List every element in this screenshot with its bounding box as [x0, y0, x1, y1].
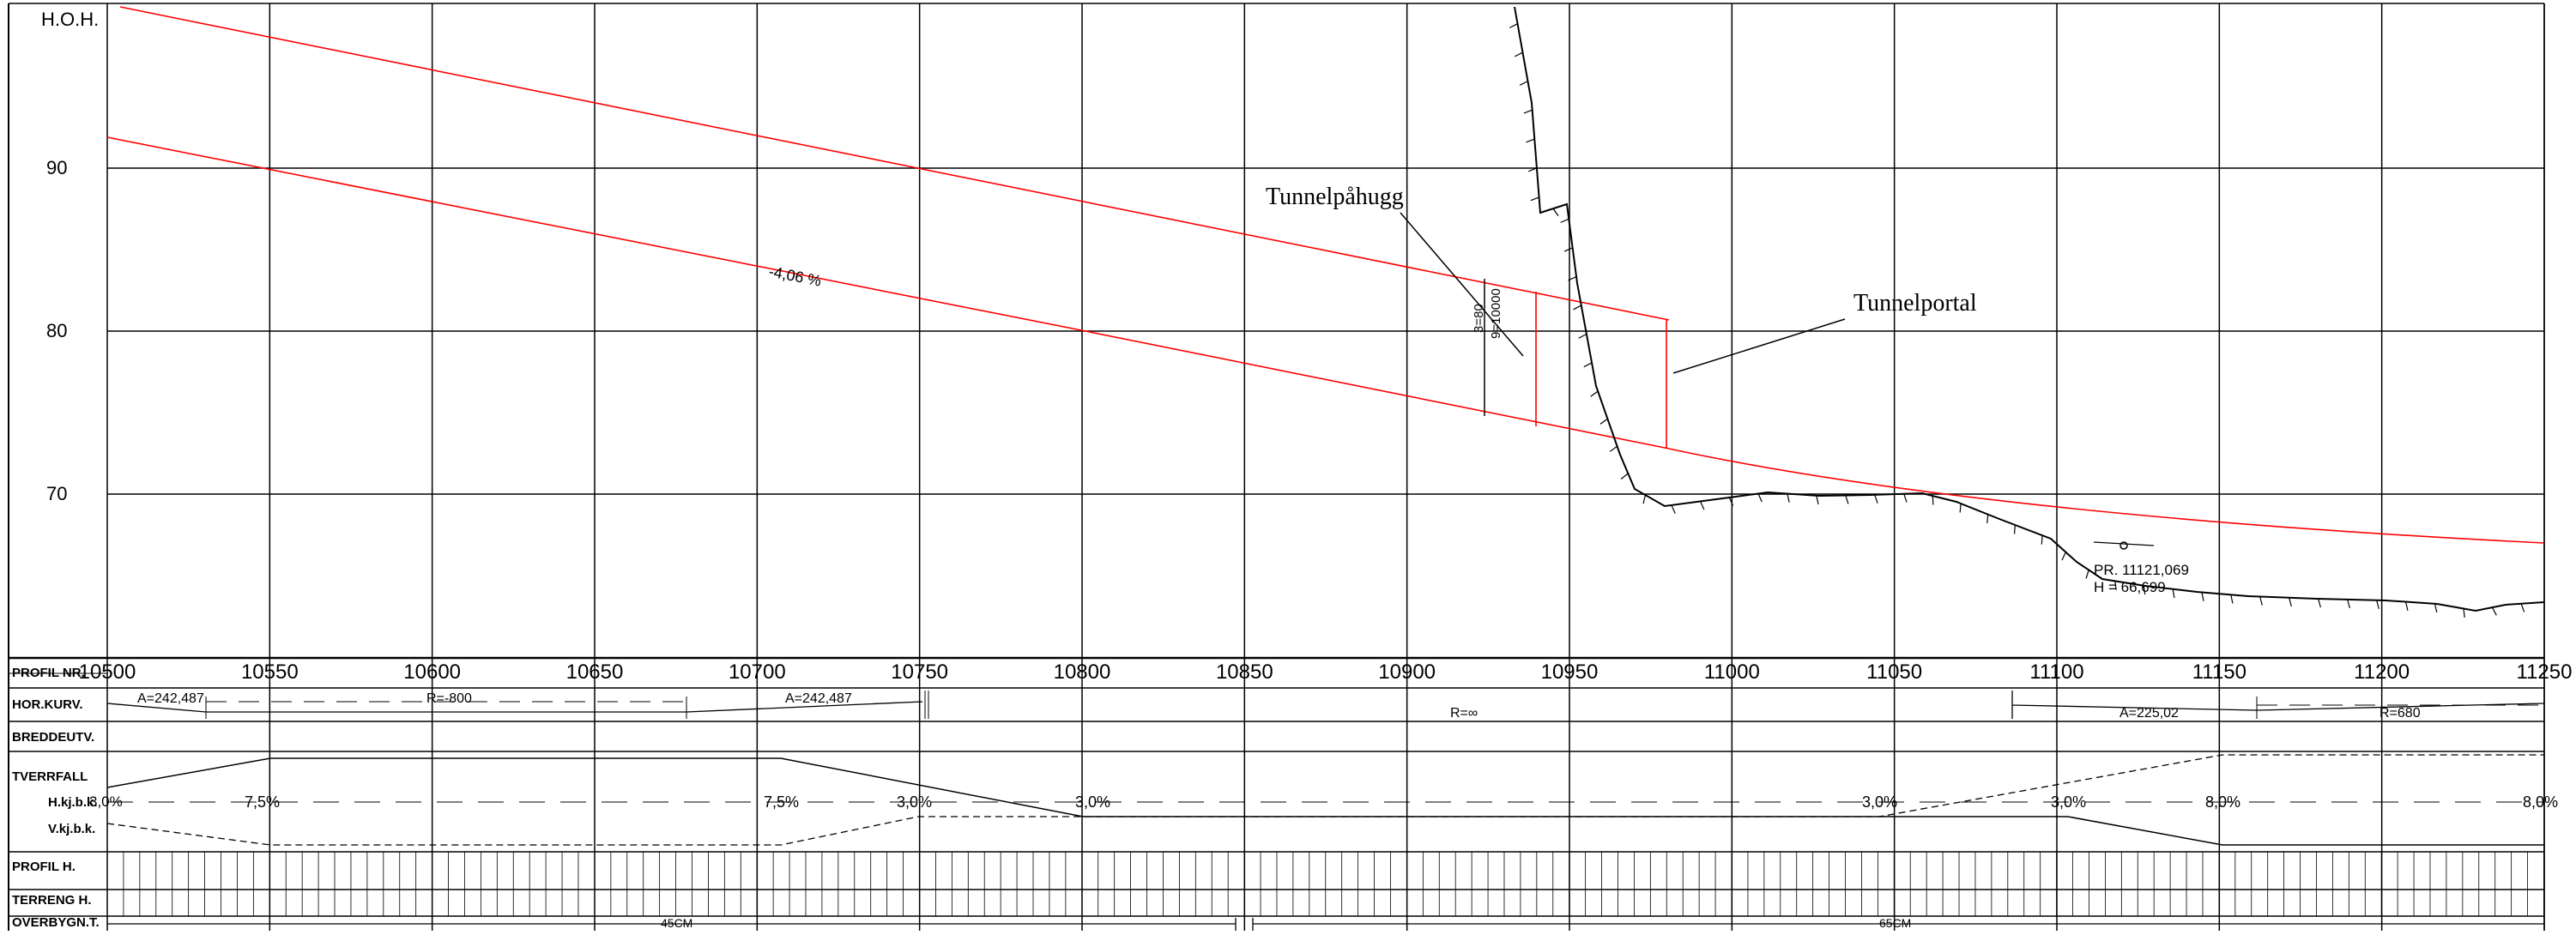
station-label-11050: 11050: [1866, 661, 1922, 684]
curve-label-3: A=242,487: [785, 691, 852, 706]
curve-label-2: R=-800: [426, 691, 472, 706]
pr-label: PR. 11121,069: [2094, 562, 2189, 578]
cross-slope-8: 8,0%: [2205, 793, 2240, 811]
cross-slope-5: 3,0%: [1075, 793, 1110, 811]
row-label-profil-h: PROFIL H.: [12, 860, 76, 874]
station-label-11100: 11100: [2029, 661, 2083, 684]
tunnel-entry-label: Tunnelpåhugg: [1266, 184, 1404, 210]
row-label-terreng-h: TERRENG H.: [12, 893, 92, 908]
station-label-10950: 10950: [1541, 661, 1599, 684]
elevation-label-80: 80: [46, 320, 67, 341]
cross-slope-1: 3,0%: [89, 793, 123, 810]
height-axis-label: H.O.H.: [41, 9, 99, 30]
station-label-10650: 10650: [566, 661, 624, 684]
h-label: H = 66,699: [2094, 579, 2166, 595]
station-label-10700: 10700: [729, 661, 786, 684]
row-label-v-kj: V.kj.b.k.: [48, 822, 95, 836]
tunnel-portal-label: Tunnelportal: [1853, 290, 1977, 317]
vertical-mark-2: 9=10000: [1489, 288, 1503, 339]
cross-slope-9: 8,0%: [2523, 793, 2558, 811]
cross-slope-4: 3,0%: [897, 793, 932, 811]
curve-label-6: R=680: [2379, 706, 2421, 721]
station-label-10750: 10750: [891, 661, 948, 684]
station-label-10600: 10600: [403, 661, 461, 684]
overbygning-label-2: 65CM: [1879, 916, 1911, 930]
cross-slope-6: 3,0%: [1862, 793, 1897, 811]
cross-slope-3: 7,5%: [764, 793, 799, 811]
curve-label-4: R=∞: [1450, 706, 1478, 721]
overbygning-label-1: 45CM: [661, 916, 692, 930]
station-label-10800: 10800: [1054, 661, 1111, 684]
cross-slope-7: 3,0%: [2051, 793, 2086, 811]
station-label-11250: 11250: [2517, 661, 2573, 684]
station-label-11150: 11150: [2192, 661, 2246, 684]
row-label-profil-nr: PROFIL NR.: [12, 666, 85, 680]
elevation-label-70: 70: [46, 483, 67, 504]
row-label-overbygn: OVERBYGN.T.: [12, 915, 100, 930]
station-label-11200: 11200: [2354, 661, 2410, 684]
elevation-label-90: 90: [46, 157, 67, 178]
cross-slope-2: 7,5%: [245, 793, 280, 811]
pr-marker-icon: [2120, 542, 2127, 549]
row-label-tverrfall: TVERRFALL: [12, 769, 88, 784]
station-label-10550: 10550: [241, 661, 299, 684]
row-label-breddeutv: BREDDEUTV.: [12, 730, 94, 745]
terrain-hatch: [2041, 535, 2042, 544]
curve-label-1: A=242,487: [137, 691, 204, 706]
station-label-10850: 10850: [1216, 661, 1273, 684]
station-label-11000: 11000: [1704, 661, 1760, 684]
station-label-10500: 10500: [79, 661, 136, 684]
station-label-10900: 10900: [1378, 661, 1436, 684]
curve-label-5: A=225,02: [2119, 706, 2179, 721]
row-label-hor-kurv: HOR.KURV.: [12, 697, 83, 712]
terrain-hatch: [2015, 525, 2016, 534]
